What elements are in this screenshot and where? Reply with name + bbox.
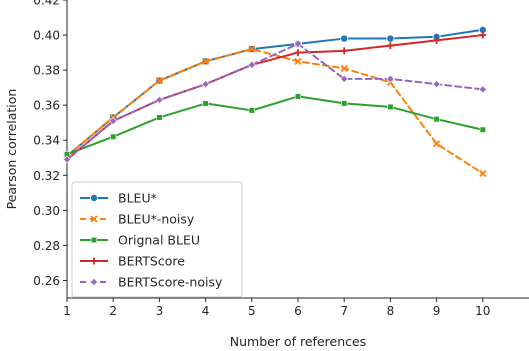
legend-marker xyxy=(90,215,98,223)
legend-item: Orignal BLEU xyxy=(80,233,200,248)
x-tick-label: 5 xyxy=(248,304,256,318)
series-line xyxy=(66,48,484,175)
data-point xyxy=(432,140,441,148)
data-point xyxy=(479,169,487,178)
data-point xyxy=(248,45,256,53)
data-point xyxy=(340,34,349,43)
x-tick-label: 8 xyxy=(387,304,395,318)
y-tick-label: 0.26 xyxy=(33,274,60,288)
legend-label: BERTScore xyxy=(118,254,185,269)
legend-marker xyxy=(90,236,98,244)
legend-item: BERTScore-noisy xyxy=(80,275,223,290)
y-tick-label: 0.38 xyxy=(33,64,60,78)
data-point xyxy=(248,107,255,114)
y-tick-label: 0.32 xyxy=(33,169,60,183)
y-tick-label: 0.42 xyxy=(33,0,60,8)
legend-marker xyxy=(90,193,99,202)
data-point xyxy=(479,126,486,133)
data-point xyxy=(156,114,163,121)
x-tick-label: 1 xyxy=(63,304,71,318)
data-point xyxy=(478,85,487,94)
legend-item: BERTScore xyxy=(80,254,185,269)
data-point xyxy=(155,76,164,85)
data-point xyxy=(294,57,302,65)
data-point xyxy=(479,31,487,39)
legend-label: BLEU*-noisy xyxy=(118,212,195,227)
series-line xyxy=(66,95,484,156)
legend-item: BLEU*-noisy xyxy=(80,212,195,227)
x-tick-label: 3 xyxy=(156,304,164,318)
x-axis-label: Number of references xyxy=(230,334,366,349)
legend-box xyxy=(71,181,243,298)
data-point xyxy=(293,39,303,48)
legend-label: Orignal BLEU xyxy=(118,233,200,248)
data-point xyxy=(247,60,256,69)
data-point xyxy=(386,74,395,83)
data-point xyxy=(201,80,210,89)
y-tick-label: 0.40 xyxy=(33,29,60,43)
series-layer xyxy=(62,25,487,178)
data-point xyxy=(340,47,348,55)
data-point xyxy=(433,36,441,44)
data-point xyxy=(155,95,164,104)
legend-item: BLEU* xyxy=(80,191,157,206)
data-point xyxy=(433,116,440,123)
y-tick-label: 0.34 xyxy=(33,134,60,148)
x-tick-label: 7 xyxy=(340,304,348,318)
x-tick-label: 4 xyxy=(202,304,210,318)
data-point xyxy=(387,103,394,111)
x-tick-label: 9 xyxy=(433,304,441,318)
series-1 xyxy=(63,25,487,161)
data-point xyxy=(340,64,348,73)
legend-label: BERTScore-noisy xyxy=(118,275,223,290)
legend: BLEU* BLEU*-noisy Orignal BLEU BERTScore BER… xyxy=(71,181,243,298)
series-line xyxy=(66,28,484,158)
series-3 xyxy=(63,93,486,158)
legend-marker xyxy=(90,257,98,265)
data-point xyxy=(340,74,349,83)
data-point xyxy=(202,100,209,107)
data-point xyxy=(62,155,72,164)
legend-label: BLEU* xyxy=(118,191,157,206)
data-point xyxy=(341,100,348,107)
data-point xyxy=(386,42,394,50)
series-5 xyxy=(62,39,487,164)
y-tick-label: 0.36 xyxy=(33,99,60,113)
data-point xyxy=(294,93,302,100)
axes: 1 2 3 4 5 6 7 8 9 10 0.26 0.28 0.30 0.32 0.34 0.36 0.38 0… xyxy=(33,0,529,318)
series-line xyxy=(66,42,484,161)
data-point xyxy=(386,34,395,43)
legend-marker xyxy=(89,277,99,287)
y-tick-label: 0.28 xyxy=(33,239,60,253)
series-4 xyxy=(63,31,487,164)
series-2 xyxy=(63,45,487,178)
y-axis-label: Pearson correlation xyxy=(4,89,19,210)
x-tick-label: 2 xyxy=(109,304,117,318)
x-tick-label: 10 xyxy=(475,304,490,318)
data-point xyxy=(432,80,441,89)
y-tick-label: 0.30 xyxy=(33,204,60,218)
data-point xyxy=(201,57,210,65)
x-tick-label: 6 xyxy=(294,304,302,318)
data-point xyxy=(110,133,117,140)
data-point xyxy=(294,49,302,57)
data-point xyxy=(109,116,118,125)
